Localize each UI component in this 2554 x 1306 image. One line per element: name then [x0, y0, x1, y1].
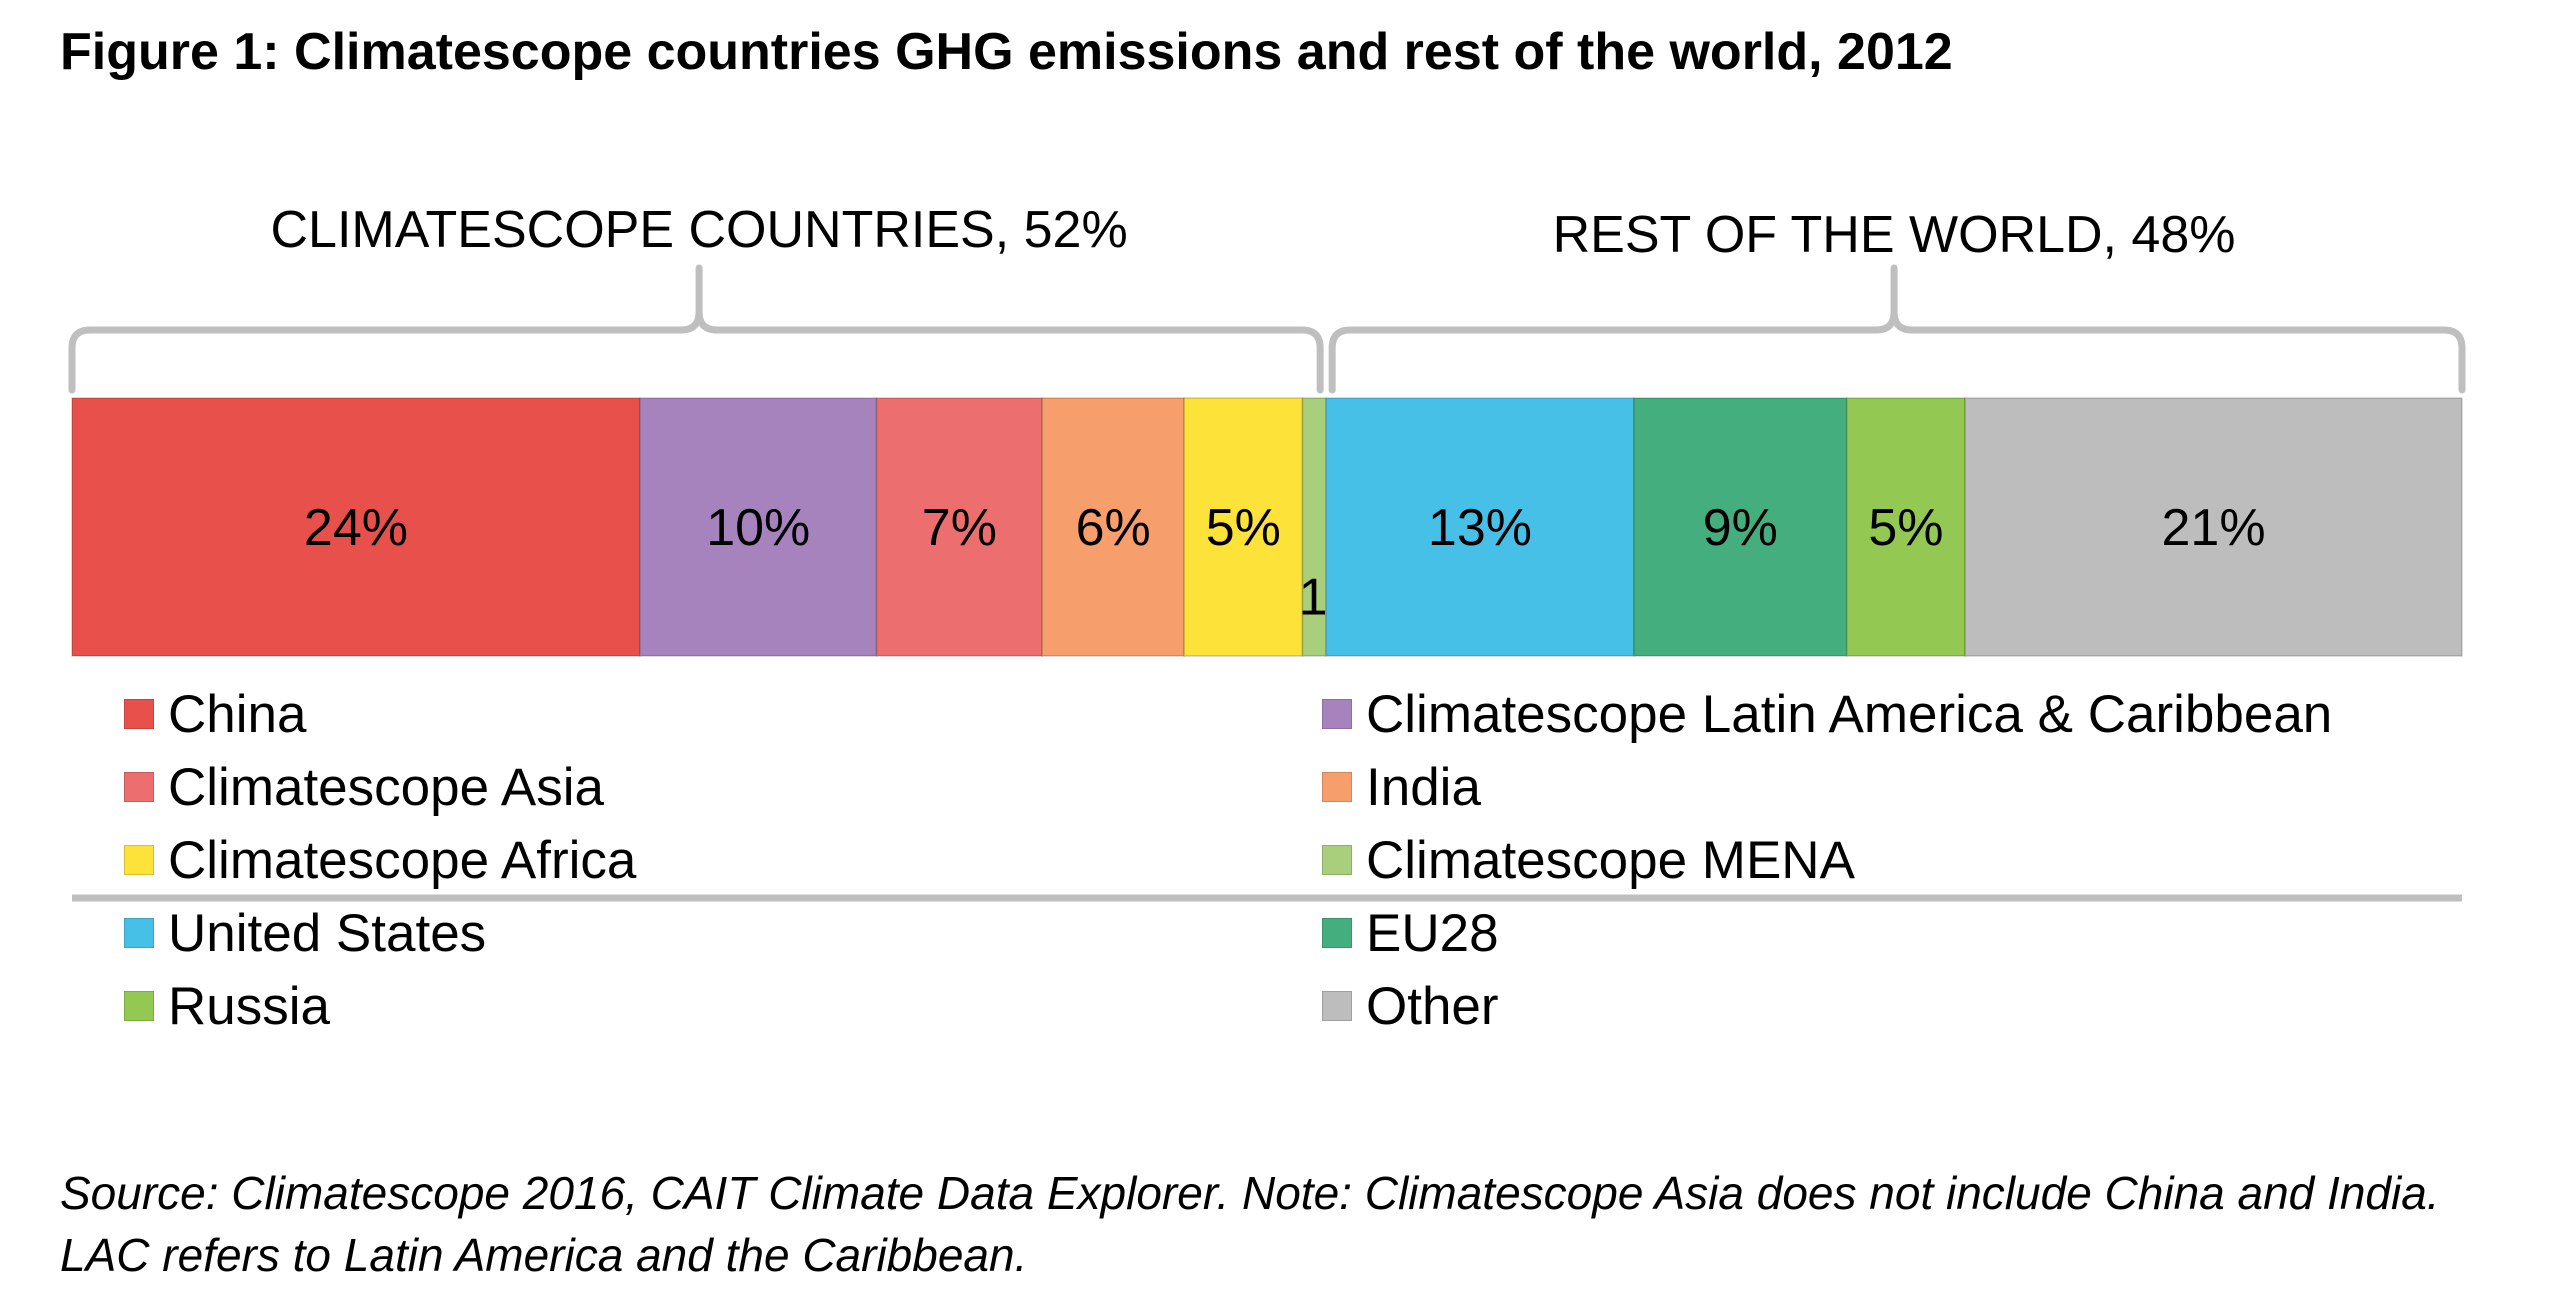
legend-label-eu28: EU28: [1366, 903, 1499, 963]
legend-item-climatescope-africa: Climatescope Africa: [124, 824, 636, 896]
legend-item-india: India: [1322, 751, 1481, 823]
data-label-climatescope-latin-america-and-caribbean: 10%: [706, 499, 810, 557]
group-label-climatescope: CLIMATESCOPE COUNTRIES, 52%: [270, 201, 1128, 259]
bar-segment-eu28: [1633, 397, 1848, 657]
group-label-rest-of-world: REST OF THE WORLD, 48%: [1552, 206, 2236, 264]
legend-swatch-climatescope-mena: [1322, 845, 1352, 875]
data-label-climatescope-asia: 7%: [922, 499, 997, 557]
bar-segment-other: [1964, 397, 2463, 657]
legend-swatch-china: [124, 699, 154, 729]
bar-segment-climatescope-africa: [1183, 397, 1304, 657]
legend-item-climatescope-latin-america-and-caribbean: Climatescope Latin America & Caribbean: [1322, 678, 2332, 750]
bar-segment-india: [1041, 397, 1185, 657]
chart-title: Figure 1: Climatescope countries GHG emi…: [60, 23, 1953, 81]
legend-swatch-climatescope-latin-america-and-caribbean: [1322, 699, 1352, 729]
legend-swatch-other: [1322, 991, 1352, 1021]
bar-segment-climatescope-mena: [1301, 397, 1327, 657]
bar-segment-climatescope-asia: [875, 397, 1043, 657]
legend-item-eu28: EU28: [1322, 897, 1499, 969]
legend-item-united-states: United States: [124, 897, 486, 969]
legend-swatch-climatescope-africa: [124, 845, 154, 875]
legend-item-climatescope-asia: Climatescope Asia: [124, 751, 604, 823]
legend-item-other: Other: [1322, 970, 1499, 1042]
bar-segment-russia: [1846, 397, 1966, 657]
data-label-russia: 5%: [1868, 499, 1943, 557]
data-label-other: 21%: [2161, 499, 2265, 557]
legend-label-climatescope-africa: Climatescope Africa: [168, 830, 637, 890]
legend-swatch-climatescope-asia: [124, 772, 154, 802]
legend-label-climatescope-mena: Climatescope MENA: [1366, 830, 1855, 890]
data-label-india: 6%: [1076, 499, 1151, 557]
group-brace-1: [1328, 264, 2466, 394]
data-label-china: 24%: [304, 499, 408, 557]
legend-item-china: China: [124, 678, 306, 750]
legend-label-climatescope-asia: Climatescope Asia: [168, 757, 604, 817]
legend-swatch-united-states: [124, 918, 154, 948]
bar-segment-united-states: [1325, 397, 1635, 657]
source-note: Source: Climatescope 2016, CAIT Climate …: [60, 1167, 2440, 1281]
legend-label-russia: Russia: [168, 976, 331, 1036]
legend-label-other: Other: [1366, 976, 1499, 1036]
bar-segment-climatescope-latin-america-and-caribbean: [639, 397, 878, 657]
group-brace-0: [68, 264, 1324, 394]
data-label-united-states: 13%: [1428, 499, 1532, 557]
legend-label-climatescope-latin-america-and-caribbean: Climatescope Latin America & Caribbean: [1366, 684, 2333, 744]
data-label-eu28: 9%: [1703, 499, 1778, 557]
legend-swatch-eu28: [1322, 918, 1352, 948]
legend-item-climatescope-mena: Climatescope MENA: [1322, 824, 1855, 896]
legend-label-united-states: United States: [168, 903, 487, 963]
legend-label-india: India: [1366, 757, 1481, 817]
legend-swatch-india: [1322, 772, 1352, 802]
legend-swatch-russia: [124, 991, 154, 1021]
data-label-climatescope-africa: 5%: [1206, 499, 1281, 557]
legend-item-russia: Russia: [124, 970, 330, 1042]
legend-label-china: China: [168, 684, 307, 744]
